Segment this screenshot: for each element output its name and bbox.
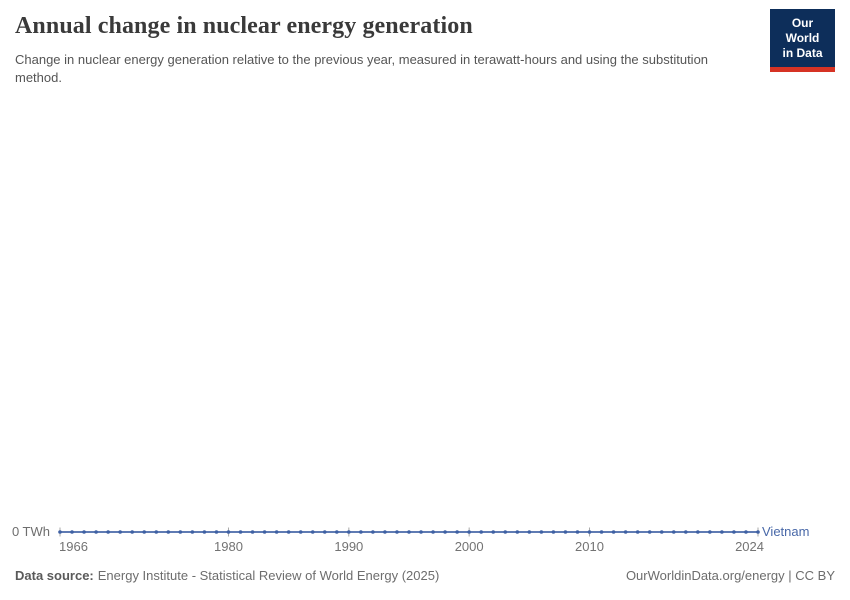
data-point <box>347 530 351 534</box>
data-point <box>395 530 399 534</box>
data-point <box>310 530 315 534</box>
data-point <box>539 530 544 534</box>
data-point <box>142 530 147 534</box>
data-point <box>647 530 652 534</box>
data-point <box>58 530 62 534</box>
data-point <box>479 530 484 534</box>
data-point <box>94 530 98 534</box>
data-point <box>431 530 435 534</box>
data-point <box>720 530 724 534</box>
data-point <box>214 530 219 534</box>
data-point <box>106 530 110 534</box>
data-point <box>178 530 183 534</box>
owid-logo[interactable]: Our World in Data <box>770 9 835 72</box>
data-point <box>623 530 628 534</box>
data-point <box>744 530 748 534</box>
data-point <box>407 530 411 534</box>
data-point <box>118 530 122 534</box>
owid-logo-line2: in Data <box>782 46 823 60</box>
x-tick-label: 2000 <box>455 539 484 554</box>
data-source-text: Energy Institute - Statistical Review of… <box>97 568 440 583</box>
data-point <box>659 530 664 534</box>
data-source: Data source: Energy Institute - Statistic… <box>15 568 439 583</box>
data-point <box>322 530 327 534</box>
data-point <box>130 530 135 534</box>
x-tick-label: 2010 <box>575 539 604 554</box>
x-tick-label: 1980 <box>214 539 243 554</box>
data-point <box>190 530 195 534</box>
data-point <box>274 530 279 534</box>
data-point <box>756 530 760 534</box>
data-point <box>154 530 159 534</box>
data-source-label: Data source: <box>15 568 94 583</box>
data-point <box>515 530 520 534</box>
y-axis-zero-label: 0 TWh <box>12 524 50 539</box>
data-point <box>587 530 592 534</box>
data-point <box>708 530 712 534</box>
data-point <box>419 530 423 534</box>
data-point <box>732 530 736 534</box>
data-point <box>563 530 568 534</box>
data-point <box>250 530 255 534</box>
data-point <box>611 530 616 534</box>
data-point <box>262 530 267 534</box>
data-point <box>298 530 303 534</box>
data-point <box>683 530 688 534</box>
data-point <box>503 530 508 534</box>
data-point <box>334 530 339 534</box>
x-tick-label: 1966 <box>59 539 88 554</box>
chart-footer: Data source: Energy Institute - Statistic… <box>15 568 835 583</box>
data-point <box>166 530 171 534</box>
data-point <box>635 530 640 534</box>
data-point <box>371 530 375 534</box>
line-chart[interactable]: 1966 1980 1990 2000 2010 2024 0 TWh Vietnam <box>0 498 850 568</box>
series-label-vietnam[interactable]: Vietnam <box>762 524 809 539</box>
data-point <box>491 530 496 534</box>
chart-subtitle: Change in nuclear energy generation rela… <box>15 52 709 85</box>
data-point <box>359 530 363 534</box>
data-point <box>599 530 604 534</box>
data-point <box>238 530 243 534</box>
data-point <box>527 530 532 534</box>
x-tick-label: 1990 <box>334 539 363 554</box>
data-point <box>383 530 387 534</box>
data-point <box>286 530 291 534</box>
data-point <box>575 530 580 534</box>
data-point <box>455 530 459 534</box>
data-point <box>82 530 86 534</box>
data-point <box>226 530 231 534</box>
data-point <box>202 530 207 534</box>
data-point <box>467 530 471 534</box>
data-point <box>70 530 74 534</box>
attribution: OurWorldinData.org/energy | CC BY <box>625 568 835 583</box>
data-point <box>671 530 676 534</box>
chart-title: Annual change in nuclear energy generati… <box>15 13 473 39</box>
x-tick-label: 2024 <box>735 539 764 554</box>
data-point <box>551 530 556 534</box>
data-point <box>443 530 447 534</box>
data-point <box>696 530 700 534</box>
owid-logo-line1: Our World <box>785 16 820 45</box>
